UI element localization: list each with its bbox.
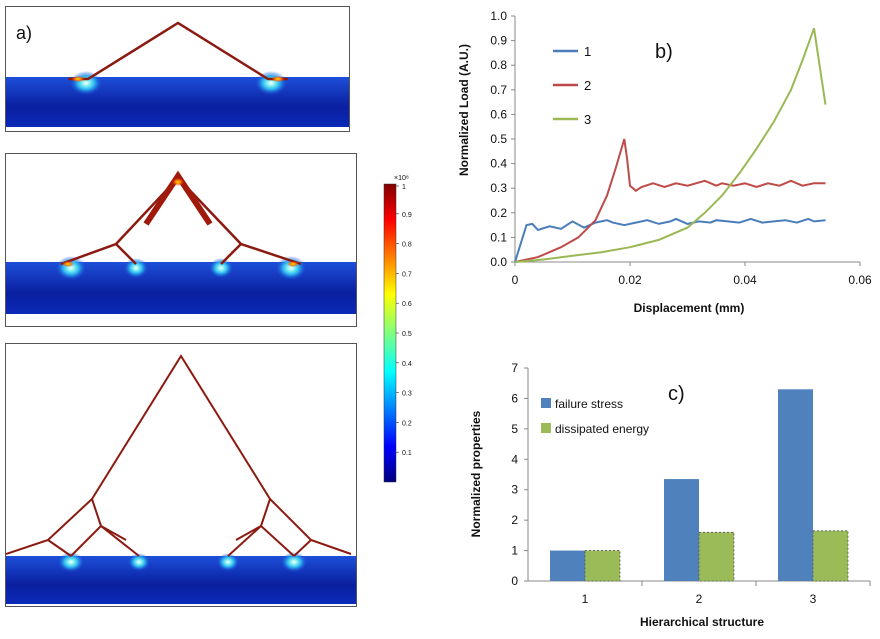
stress-hotspot bbox=[281, 552, 307, 572]
y-tick-label: 1 bbox=[511, 544, 518, 558]
bar-chart-svg: Normalized properties Hierarchical struc… bbox=[469, 361, 871, 629]
colorbar-tick-label: 0.7 bbox=[402, 271, 412, 278]
panel-label-b: b) bbox=[655, 41, 673, 63]
panel-label-a: a) bbox=[16, 23, 32, 43]
legend-label: 2 bbox=[584, 78, 591, 93]
line-chart-svg: Normalized Load (A.U.) Displacement (mm)… bbox=[457, 9, 872, 315]
line-chart-axes: 0.0 0.1 0.2 0.3 0.4 0.5 0.6 0.7 0.8 0.9 1.0 0 0.02 0.… bbox=[490, 9, 872, 287]
panel-label-c: c) bbox=[668, 383, 685, 405]
sim-level-1: a) bbox=[5, 6, 350, 132]
stress-hotspot bbox=[124, 258, 148, 278]
bar-failure-stress bbox=[664, 479, 699, 581]
line-chart-series bbox=[514, 27, 827, 263]
sim-level-2 bbox=[5, 153, 357, 327]
structure-beam bbox=[6, 354, 352, 557]
y-tick-label: 0.8 bbox=[490, 58, 507, 72]
substrate bbox=[6, 77, 349, 127]
structure-beam bbox=[143, 170, 213, 226]
x-tick-label: 3 bbox=[810, 592, 817, 606]
colorbar-tick-label: 0.3 bbox=[402, 391, 412, 398]
colorbar-tick-label: 0.5 bbox=[402, 331, 412, 338]
stress-hotspot bbox=[217, 553, 239, 571]
y-tick-label: 6 bbox=[511, 391, 518, 405]
legend-label: 3 bbox=[584, 112, 591, 127]
stress-hotspot bbox=[128, 553, 150, 571]
bar-chart-xlabel: Hierarchical structure bbox=[640, 615, 764, 629]
bar-failure-stress bbox=[778, 389, 813, 581]
legend-swatch bbox=[541, 423, 551, 433]
line-chart-xlabel: Displacement (mm) bbox=[634, 301, 745, 315]
bar-dissipated-energy bbox=[584, 550, 621, 582]
bar-chart-ylabel: Normalized properties bbox=[469, 410, 483, 537]
properties-bar-chart: Normalized properties Hierarchical struc… bbox=[440, 350, 880, 634]
x-tick-label: 2 bbox=[696, 592, 703, 606]
bar-dissipated-energy bbox=[698, 531, 735, 582]
colorbar-exponent: ×10⁸ bbox=[394, 175, 409, 182]
legend-label: 1 bbox=[584, 44, 591, 59]
colorbar-tick-label: 0.8 bbox=[402, 242, 412, 249]
y-tick-label: 0.5 bbox=[490, 132, 507, 146]
colorbar: ×10⁸ 1 0.9 0.8 0.7 0.6 0.5 0.4 0.3 0.2 0.1 bbox=[380, 172, 430, 492]
y-tick-label: 5 bbox=[511, 422, 518, 436]
colorbar-tick-label: 1 bbox=[402, 184, 406, 191]
y-tick-label: 0.2 bbox=[490, 206, 507, 220]
colorbar-tick-label: 0.2 bbox=[402, 420, 412, 427]
series-line-2 bbox=[514, 138, 826, 263]
x-tick-label: 0 bbox=[512, 273, 519, 287]
load-displacement-chart: Normalized Load (A.U.) Displacement (mm)… bbox=[440, 0, 880, 330]
y-tick-label: 4 bbox=[511, 452, 518, 466]
legend-label: failure stress bbox=[555, 397, 623, 411]
y-tick-label: 0.4 bbox=[490, 157, 507, 171]
y-tick-label: 0.0 bbox=[490, 255, 507, 269]
sim-level-1-svg: a) bbox=[6, 21, 349, 127]
colorbar-ticks: 1 0.9 0.8 0.7 0.6 0.5 0.4 0.3 0.2 0.1 bbox=[396, 184, 412, 457]
x-tick-label: 0.02 bbox=[618, 273, 642, 287]
colorbar-gradient bbox=[383, 183, 397, 483]
y-tick-label: 0.7 bbox=[490, 83, 507, 97]
structure-beam bbox=[68, 21, 288, 81]
stress-hotspot bbox=[58, 552, 84, 572]
stress-hotspot bbox=[287, 261, 299, 267]
sim-level-3 bbox=[5, 343, 357, 607]
y-tick-label: 0.9 bbox=[490, 34, 507, 48]
y-tick-label: 0 bbox=[511, 574, 518, 588]
x-tick-label: 0.06 bbox=[848, 273, 872, 287]
y-tick-label: 0.1 bbox=[490, 230, 507, 244]
line-chart-legend: 1 2 3 bbox=[553, 44, 591, 127]
x-tick-label: 0.04 bbox=[733, 273, 757, 287]
y-tick-label: 0.3 bbox=[490, 181, 507, 195]
series-line-3 bbox=[514, 27, 827, 263]
y-tick-label: 2 bbox=[511, 513, 518, 527]
bar-chart-bars bbox=[550, 389, 849, 582]
colorbar-tick-label: 0.4 bbox=[402, 361, 412, 368]
legend-label: dissipated energy bbox=[555, 422, 649, 436]
y-tick-label: 3 bbox=[511, 483, 518, 497]
stress-hotspot bbox=[172, 178, 184, 186]
sim-level-3-svg bbox=[6, 354, 356, 604]
colorbar-tick-label: 0.9 bbox=[402, 212, 412, 219]
bar-failure-stress bbox=[550, 550, 585, 581]
bar-dissipated-energy bbox=[812, 530, 849, 582]
structure-beam bbox=[60, 176, 302, 266]
stress-hotspot bbox=[71, 76, 85, 82]
bar-chart-legend: failure stress dissipated energy bbox=[541, 397, 649, 436]
y-tick-label: 7 bbox=[511, 361, 518, 375]
series-line-1 bbox=[514, 217, 826, 263]
legend-swatch bbox=[541, 398, 551, 408]
stress-hotspot bbox=[62, 261, 74, 267]
y-tick-label: 0.6 bbox=[490, 107, 507, 121]
line-chart-ylabel: Normalized Load (A.U.) bbox=[457, 44, 471, 176]
colorbar-tick-label: 0.1 bbox=[402, 450, 412, 457]
stress-hotspot bbox=[271, 76, 285, 82]
colorbar-svg: ×10⁸ 1 0.9 0.8 0.7 0.6 0.5 0.4 0.3 0.2 0.1 bbox=[383, 175, 412, 483]
sim-level-2-svg bbox=[6, 170, 356, 314]
colorbar-tick-label: 0.6 bbox=[402, 301, 412, 308]
x-tick-label: 1 bbox=[582, 592, 589, 606]
y-tick-label: 1.0 bbox=[490, 9, 507, 23]
stress-hotspot bbox=[209, 258, 233, 278]
